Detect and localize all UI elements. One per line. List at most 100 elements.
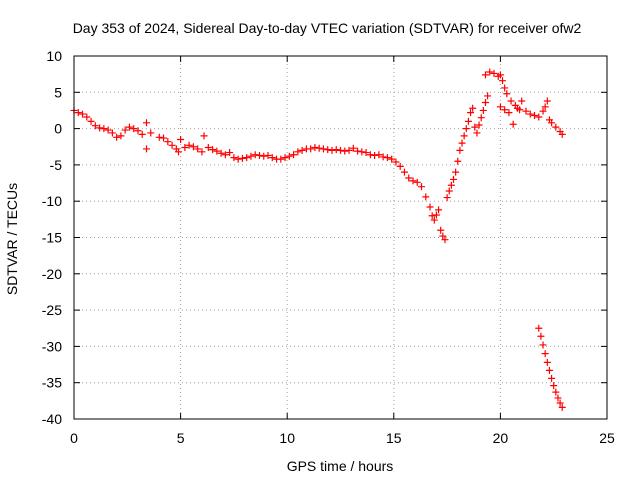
data-point xyxy=(479,106,487,114)
data-point xyxy=(383,154,391,162)
data-point xyxy=(337,146,344,154)
data-point xyxy=(454,157,462,165)
data-point xyxy=(543,358,551,366)
y-tick-label: 0 xyxy=(54,121,62,137)
plot-frame xyxy=(73,55,608,420)
data-point xyxy=(539,341,547,349)
data-point xyxy=(396,162,404,170)
data-point xyxy=(435,206,443,214)
data-point xyxy=(430,216,438,224)
y-tick-label: -15 xyxy=(42,230,62,246)
series-tail xyxy=(535,324,566,411)
data-point xyxy=(456,146,464,154)
data-point xyxy=(507,97,515,105)
data-point xyxy=(418,183,426,191)
data-point xyxy=(160,134,168,142)
data-point xyxy=(422,193,430,201)
data-point xyxy=(473,129,481,137)
data-point xyxy=(503,90,511,98)
data-point xyxy=(375,151,383,159)
data-point xyxy=(281,154,289,162)
data-points xyxy=(70,68,566,411)
data-point xyxy=(234,155,242,163)
data-point xyxy=(535,324,543,332)
data-point xyxy=(484,92,492,100)
data-point xyxy=(366,151,374,159)
data-point xyxy=(526,110,534,118)
data-point xyxy=(443,194,451,202)
data-point xyxy=(113,133,121,141)
data-point xyxy=(319,145,327,153)
data-point xyxy=(298,146,306,154)
data-point xyxy=(294,148,302,156)
y-tick-label: -10 xyxy=(42,193,62,209)
data-point xyxy=(362,149,370,157)
series-main xyxy=(70,68,566,244)
data-point xyxy=(441,236,449,244)
data-point xyxy=(341,147,349,155)
data-point xyxy=(554,394,562,402)
y-tick-label: -35 xyxy=(42,375,62,391)
data-point xyxy=(552,123,560,131)
data-point xyxy=(243,154,251,162)
x-axis-label: GPS time / hours xyxy=(287,458,394,474)
data-point xyxy=(194,145,202,153)
data-point xyxy=(189,143,197,151)
data-point xyxy=(496,103,504,111)
data-point xyxy=(181,143,189,151)
data-point xyxy=(134,127,142,135)
data-point xyxy=(354,147,362,155)
data-point xyxy=(447,181,455,189)
data-point xyxy=(545,366,553,374)
data-point xyxy=(509,120,517,128)
data-point xyxy=(426,203,434,211)
data-point xyxy=(209,146,217,154)
data-point xyxy=(558,403,566,411)
data-point xyxy=(130,125,138,133)
data-point xyxy=(328,146,336,154)
data-point xyxy=(490,69,498,77)
data-point xyxy=(213,147,221,155)
data-point xyxy=(379,153,387,161)
data-point xyxy=(458,139,466,147)
data-point xyxy=(537,332,545,340)
data-point xyxy=(428,212,436,220)
data-point xyxy=(255,151,263,159)
grid-lines xyxy=(74,56,607,419)
data-point xyxy=(142,119,150,127)
data-point xyxy=(552,388,560,396)
data-point xyxy=(315,144,323,152)
data-point xyxy=(486,68,494,76)
x-tick-label: 25 xyxy=(599,430,615,446)
y-tick-label: -25 xyxy=(42,302,62,318)
data-point xyxy=(464,117,472,125)
data-point xyxy=(496,71,504,79)
data-point xyxy=(449,175,457,183)
data-point xyxy=(164,138,172,146)
data-point xyxy=(400,168,408,176)
x-tick-label: 15 xyxy=(386,430,402,446)
data-point xyxy=(349,144,357,152)
data-point xyxy=(462,125,470,133)
data-point xyxy=(79,110,87,118)
data-point xyxy=(460,132,468,140)
data-point xyxy=(550,382,558,390)
data-point xyxy=(371,151,379,159)
data-point xyxy=(539,107,547,115)
data-point xyxy=(535,113,543,121)
data-point xyxy=(307,145,315,153)
data-point xyxy=(345,146,353,154)
data-point xyxy=(541,350,549,358)
data-point xyxy=(324,146,332,154)
y-tick-label: -5 xyxy=(50,157,63,173)
data-point xyxy=(198,148,206,156)
data-point xyxy=(541,103,549,111)
data-point xyxy=(177,135,185,143)
data-point xyxy=(471,123,479,131)
data-point xyxy=(142,145,150,153)
data-point xyxy=(556,399,564,407)
y-tick-label: 5 xyxy=(54,84,62,100)
y-tick-label: -30 xyxy=(42,338,62,354)
